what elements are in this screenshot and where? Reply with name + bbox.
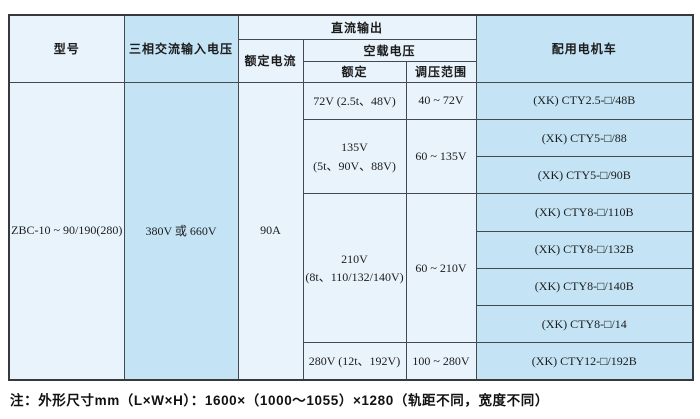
locomotive-cell-3: (XK) CTY5-□/90B [475, 156, 694, 195]
col-header-model: 型号 [8, 14, 125, 83]
spec-table: 型号 三相交流输入电压 直流输出 配用电机车 额定电流 空载电压 额定 调压范围… [8, 14, 694, 381]
regulation-range-cell-3: 60 ~ 210V [405, 193, 477, 344]
rated-voltage-line: 210V [341, 251, 368, 266]
rated-voltage-cell-4: 280V (12t、192V) [302, 342, 407, 381]
rated-voltage-subline: (8t、110/132/140V) [305, 270, 404, 285]
rated-current-value-cell: 90A [237, 81, 304, 381]
col-header-locomotive: 配用电机车 [475, 14, 694, 83]
rated-voltage-cell-2: 135V (5t、90V、88V) [302, 119, 407, 195]
col-header-ac-input: 三相交流输入电压 [123, 14, 239, 83]
ac-input-value-cell: 380V 或 660V [123, 81, 239, 381]
rated-voltage-line: 135V [341, 140, 368, 155]
rated-voltage-subline: (5t、90V、88V) [313, 158, 396, 173]
locomotive-cell-5: (XK) CTY8-□/132B [475, 230, 694, 269]
rated-voltage-line: 72V (2.5t、48V) [313, 93, 396, 108]
regulation-range-cell-4: 100 ~ 280V [405, 342, 477, 381]
regulation-range-cell-2: 60 ~ 135V [405, 119, 477, 195]
col-header-rated-current: 额定电流 [237, 38, 304, 83]
rated-voltage-line: 280V (12t、192V) [308, 353, 401, 368]
locomotive-cell-8: (XK) CTY12-□/192B [475, 342, 694, 381]
locomotive-cell-2: (XK) CTY5-□/88 [475, 119, 694, 158]
rated-voltage-cell-1: 72V (2.5t、48V) [302, 81, 407, 121]
note-text: 注：外形尺寸mm（L×W×H）：1600×（1000～1055）×1280（轨距… [10, 393, 549, 408]
col-header-no-load-voltage: 空载电压 [302, 38, 477, 62]
rated-voltage-cell-3: 210V (8t、110/132/140V) [302, 193, 407, 344]
locomotive-cell-7: (XK) CTY8-□/14 [475, 305, 694, 344]
col-header-dc-output: 直流输出 [237, 14, 477, 40]
locomotive-cell-1: (XK) CTY2.5-□/48B [475, 81, 694, 121]
regulation-range-cell-1: 40 ~ 72V [405, 81, 477, 121]
model-value-cell: ZBC-10 ~ 90/190(280) [8, 81, 125, 381]
col-header-regulation-range: 调压范围 [405, 60, 477, 83]
locomotive-cell-6: (XK) CTY8-□/140B [475, 267, 694, 307]
col-header-rated: 额定 [302, 60, 407, 83]
locomotive-cell-4: (XK) CTY8-□/110B [475, 193, 694, 232]
